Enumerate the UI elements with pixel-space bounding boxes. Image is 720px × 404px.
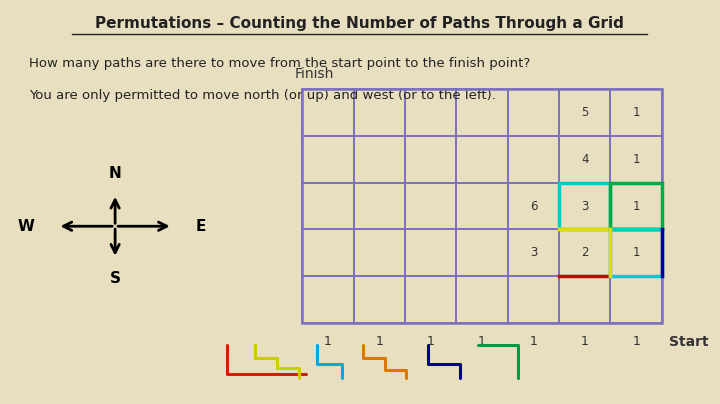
Bar xyxy=(456,276,508,323)
Text: 1: 1 xyxy=(632,246,640,259)
Bar xyxy=(405,229,456,276)
Text: Finish: Finish xyxy=(295,67,334,81)
Bar xyxy=(456,229,508,276)
Bar xyxy=(559,183,611,229)
Text: 1: 1 xyxy=(375,335,383,348)
Text: E: E xyxy=(196,219,206,234)
Bar xyxy=(302,89,662,323)
Text: 6: 6 xyxy=(530,200,537,213)
Text: 1: 1 xyxy=(478,335,486,348)
Text: 1: 1 xyxy=(632,106,640,119)
Bar xyxy=(302,229,354,276)
Text: 3: 3 xyxy=(530,246,537,259)
Bar xyxy=(611,183,662,229)
Bar xyxy=(302,136,354,183)
Bar xyxy=(508,183,559,229)
Bar xyxy=(559,229,611,276)
Bar xyxy=(302,89,354,136)
Bar xyxy=(354,229,405,276)
Bar xyxy=(611,136,662,183)
Text: 1: 1 xyxy=(324,335,332,348)
Bar xyxy=(354,136,405,183)
Text: 1: 1 xyxy=(632,200,640,213)
Bar xyxy=(559,183,611,229)
Bar xyxy=(456,89,508,136)
Bar xyxy=(559,136,611,183)
Bar xyxy=(611,229,662,276)
Bar xyxy=(302,276,354,323)
Text: Permutations – Counting the Number of Paths Through a Grid: Permutations – Counting the Number of Pa… xyxy=(95,16,624,31)
Text: 1: 1 xyxy=(632,335,640,348)
Text: S: S xyxy=(109,271,121,286)
Text: Start: Start xyxy=(669,335,708,349)
Text: 1: 1 xyxy=(427,335,435,348)
Bar xyxy=(508,276,559,323)
Text: W: W xyxy=(18,219,35,234)
Bar xyxy=(405,183,456,229)
Text: 3: 3 xyxy=(581,200,588,213)
Bar xyxy=(559,89,611,136)
Bar xyxy=(508,89,559,136)
Text: 1: 1 xyxy=(581,335,589,348)
Bar xyxy=(456,183,508,229)
Text: 4: 4 xyxy=(581,153,588,166)
Bar xyxy=(405,89,456,136)
Bar xyxy=(611,276,662,323)
Text: 5: 5 xyxy=(581,106,588,119)
Bar xyxy=(354,276,405,323)
Bar xyxy=(508,229,559,276)
Text: How many paths are there to move from the start point to the finish point?: How many paths are there to move from th… xyxy=(29,57,530,69)
Text: 2: 2 xyxy=(581,246,588,259)
Bar xyxy=(611,229,662,276)
Bar xyxy=(611,89,662,136)
Bar xyxy=(405,136,456,183)
Bar xyxy=(302,183,354,229)
Bar xyxy=(405,276,456,323)
Text: You are only permitted to move north (or up) and west (or to the left).: You are only permitted to move north (or… xyxy=(29,89,495,102)
Bar xyxy=(611,183,662,229)
Bar xyxy=(559,276,611,323)
Text: 1: 1 xyxy=(632,153,640,166)
Text: N: N xyxy=(109,166,122,181)
Bar xyxy=(354,89,405,136)
Bar xyxy=(508,136,559,183)
Bar xyxy=(354,183,405,229)
Bar xyxy=(456,136,508,183)
Text: 1: 1 xyxy=(529,335,537,348)
